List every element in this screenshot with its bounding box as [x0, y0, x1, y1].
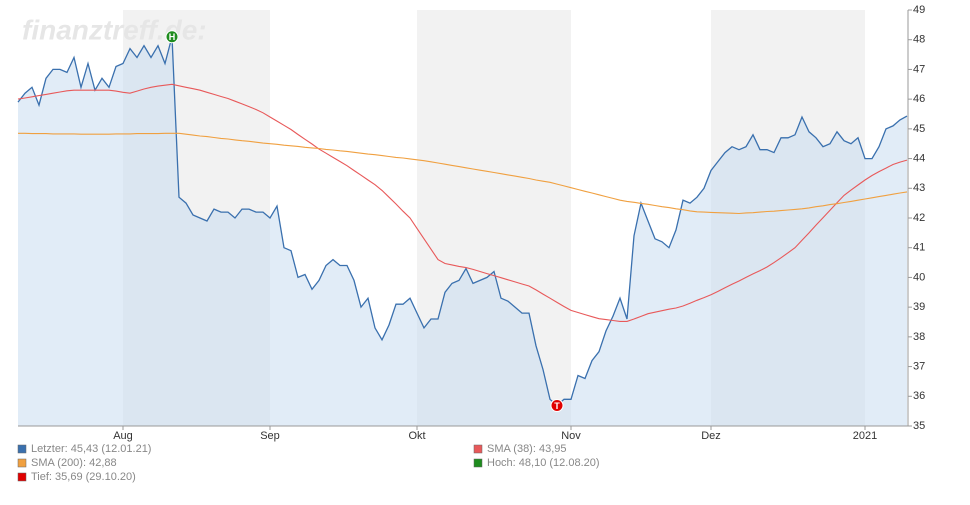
x-tick-label: Okt: [408, 430, 425, 442]
y-tick-label: 46: [913, 93, 925, 105]
legend-label: SMA (38): 43,95: [487, 443, 567, 455]
y-tick-label: 47: [913, 63, 925, 75]
extreme-marker-label: T: [554, 401, 560, 411]
x-tick-label: Dez: [701, 430, 721, 442]
y-tick-label: 42: [913, 212, 925, 224]
x-tick-label: Nov: [561, 430, 581, 442]
area: [18, 36, 907, 426]
y-tick-label: 38: [913, 331, 925, 343]
x-tick-label: Sep: [260, 430, 280, 442]
line: [17, 36, 908, 407]
y-tick-label: 35: [913, 420, 925, 432]
y-tick-label: 41: [913, 242, 925, 254]
extreme-marker: [165, 30, 179, 44]
y-tick-label: 45: [913, 123, 925, 135]
y-tick-label: 48: [913, 34, 925, 46]
y-tick-label: 37: [913, 360, 925, 372]
y-tick-label: 44: [913, 152, 925, 164]
x-tick-label: 2021: [853, 430, 877, 442]
legend-label: Letzter: 45,43 (12.01.21): [31, 443, 151, 455]
y-tick-label: 43: [913, 182, 925, 194]
y-tick-label: 49: [913, 4, 925, 16]
legend-swatch: [473, 458, 483, 468]
legend-swatch: [473, 444, 483, 454]
legend-swatch: [17, 472, 27, 482]
y-tick-label: 36: [913, 390, 925, 402]
legend-swatch: [17, 444, 27, 454]
extreme-marker-label: H: [169, 32, 176, 42]
y-tick-label: 39: [913, 301, 925, 313]
legend-label: Tief: 35,69 (29.10.20): [31, 471, 136, 483]
legend-label: Hoch: 48,10 (12.08.20): [487, 457, 600, 469]
x-tick-label: Aug: [113, 430, 133, 442]
legend-label: SMA (200): 42,88: [31, 457, 117, 469]
legend-swatch: [17, 458, 27, 468]
y-tick-label: 40: [913, 271, 925, 283]
line: [18, 132, 908, 215]
extreme-marker: [550, 398, 564, 412]
watermark: finanztreff.de:: [22, 14, 207, 45]
line: [17, 83, 908, 322]
